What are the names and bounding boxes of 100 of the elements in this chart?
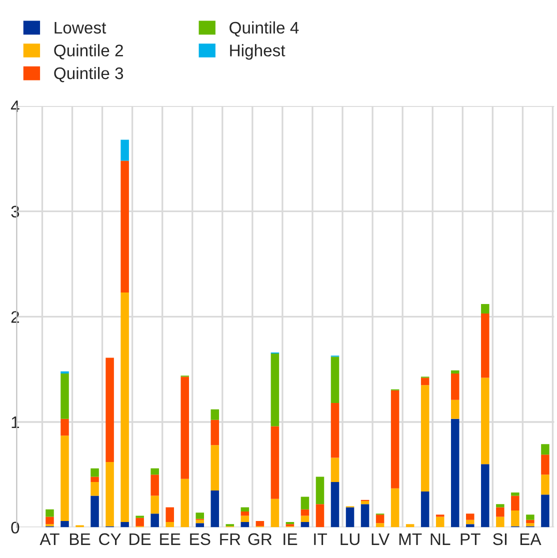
x-tick-label: SI bbox=[493, 533, 506, 546]
bar bbox=[481, 464, 490, 528]
legend-label: Quintile 3 bbox=[54, 66, 124, 82]
x-tick-label: PT bbox=[460, 533, 480, 545]
bar bbox=[210, 490, 220, 528]
bar bbox=[120, 522, 129, 528]
bar bbox=[60, 374, 69, 419]
x-tick-label: EA bbox=[520, 533, 542, 545]
bar bbox=[240, 516, 250, 522]
x-tick-label: GR bbox=[248, 533, 272, 546]
bar bbox=[420, 492, 430, 528]
x-tick-label: FR bbox=[220, 533, 240, 545]
bar bbox=[106, 462, 114, 526]
bar bbox=[210, 445, 220, 490]
bar bbox=[450, 418, 460, 528]
bar bbox=[330, 403, 340, 458]
bar bbox=[466, 514, 474, 520]
bar bbox=[496, 507, 504, 517]
bar bbox=[256, 520, 264, 526]
x-tick-label: BE bbox=[70, 533, 90, 545]
bar bbox=[150, 474, 159, 496]
bar bbox=[450, 400, 460, 419]
bar bbox=[541, 444, 550, 455]
bar bbox=[46, 516, 54, 524]
bar bbox=[541, 454, 550, 475]
bar bbox=[496, 504, 504, 508]
bar bbox=[90, 476, 99, 482]
bar bbox=[360, 500, 370, 504]
bar bbox=[466, 520, 474, 524]
bar bbox=[300, 522, 310, 528]
bar bbox=[466, 524, 474, 528]
y-tick-label: 1 bbox=[12, 416, 20, 428]
bar bbox=[346, 507, 354, 528]
bar bbox=[376, 523, 384, 528]
bar bbox=[360, 504, 370, 528]
x-tick-label: AT bbox=[40, 533, 60, 545]
bar bbox=[420, 378, 430, 386]
bar bbox=[390, 390, 400, 488]
bar bbox=[526, 523, 534, 526]
bar bbox=[136, 518, 144, 526]
bar bbox=[511, 496, 520, 510]
x-tick-label: LU bbox=[340, 533, 360, 546]
bar bbox=[196, 523, 204, 528]
bar bbox=[120, 140, 129, 161]
bar bbox=[60, 371, 69, 374]
x-tick-label: IT bbox=[314, 533, 328, 545]
bar bbox=[450, 370, 460, 374]
bar bbox=[496, 516, 504, 528]
bar bbox=[210, 420, 220, 446]
bar bbox=[120, 292, 129, 522]
bar bbox=[270, 426, 280, 499]
x-tick-label: NL bbox=[430, 533, 450, 545]
bar bbox=[166, 522, 174, 528]
bar bbox=[60, 436, 69, 521]
bar bbox=[150, 468, 159, 475]
x-tick-label: EE bbox=[160, 533, 180, 545]
legend-label: Highest bbox=[230, 44, 286, 60]
bar bbox=[150, 514, 159, 528]
bar bbox=[240, 522, 250, 528]
bar bbox=[210, 409, 220, 420]
bar bbox=[436, 516, 444, 528]
bar bbox=[541, 494, 550, 528]
x-tick-label: DE bbox=[130, 533, 151, 545]
y-tick-label: 0 bbox=[11, 522, 20, 534]
bar bbox=[316, 504, 324, 528]
bar bbox=[511, 510, 520, 526]
x-tick-label: ES bbox=[190, 533, 210, 546]
bar bbox=[270, 354, 280, 426]
bar bbox=[196, 520, 204, 524]
bar bbox=[376, 514, 384, 524]
bar bbox=[481, 378, 490, 464]
bar bbox=[106, 358, 114, 462]
bar bbox=[330, 482, 340, 528]
bar bbox=[541, 474, 550, 495]
bar bbox=[60, 418, 69, 436]
bar bbox=[180, 478, 189, 528]
bar bbox=[406, 524, 414, 528]
bar bbox=[526, 514, 534, 520]
bar bbox=[481, 304, 490, 314]
bar bbox=[330, 458, 340, 482]
bar bbox=[90, 482, 99, 496]
bar bbox=[180, 376, 189, 479]
bar bbox=[330, 356, 340, 404]
bar bbox=[90, 468, 99, 477]
bar bbox=[60, 520, 69, 528]
bar bbox=[481, 314, 490, 378]
x-tick-label: CY bbox=[99, 533, 122, 546]
bar bbox=[300, 509, 310, 516]
bar bbox=[270, 498, 280, 528]
bar bbox=[240, 512, 250, 516]
x-tick-label: MT bbox=[399, 533, 422, 545]
bar bbox=[316, 476, 324, 504]
bar bbox=[166, 507, 174, 522]
bar bbox=[150, 496, 159, 514]
legend-label: Quintile 4 bbox=[230, 21, 299, 37]
bar bbox=[526, 520, 534, 524]
bar bbox=[240, 507, 250, 512]
bar bbox=[90, 496, 99, 528]
bar bbox=[450, 374, 460, 400]
bar bbox=[196, 512, 204, 519]
